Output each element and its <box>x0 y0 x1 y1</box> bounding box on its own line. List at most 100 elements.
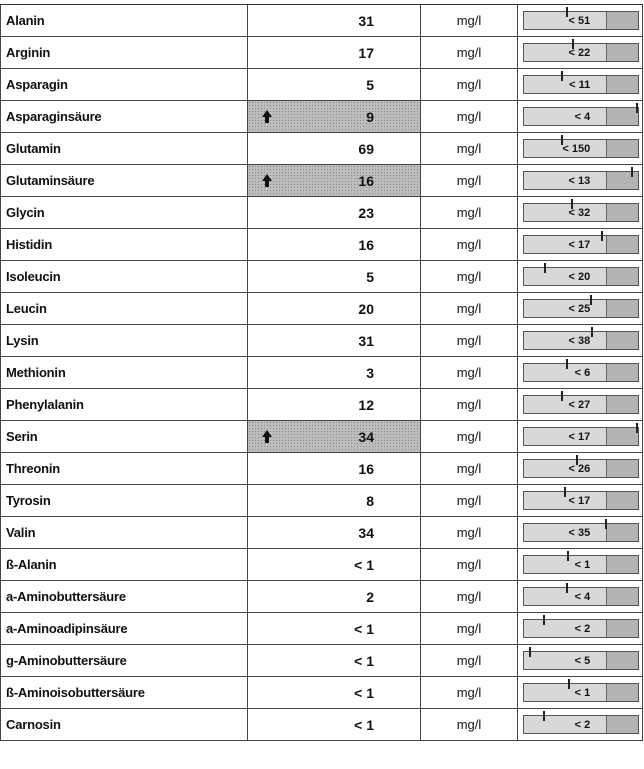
result-value: 31 <box>358 12 374 29</box>
reference-value: < 150 <box>562 142 591 155</box>
result-value: 23 <box>358 204 374 221</box>
reference-value: < 4 <box>574 110 591 123</box>
reference-range-normal: < 5 <box>524 652 608 669</box>
reference-bar: < 11 <box>523 71 639 94</box>
reference-bar-cell: < 2 <box>517 709 643 740</box>
reference-value: < 5 <box>574 654 591 667</box>
reference-bar: < 25 <box>523 295 639 318</box>
reference-value: < 2 <box>574 718 591 731</box>
table-row: Phenylalanin 12 mg/l < 27 <box>0 389 643 421</box>
result-value-cell: < 1 <box>247 549 420 580</box>
reference-bar-cell: < 6 <box>517 357 643 388</box>
reference-bar-cell: < 150 <box>517 133 643 164</box>
reference-range-normal: < 20 <box>524 268 608 285</box>
unit: mg/l <box>420 485 517 516</box>
reference-bar: < 17 <box>523 423 639 446</box>
analyte-name: Valin <box>0 517 247 548</box>
reference-bar-cell: < 17 <box>517 229 643 260</box>
reference-range-high <box>607 652 638 669</box>
table-row: Tyrosin 8 mg/l < 17 <box>0 485 643 517</box>
reference-range-high <box>607 524 638 541</box>
unit: mg/l <box>420 229 517 260</box>
reference-range-high <box>607 492 638 509</box>
result-value-cell: 2 <box>247 581 420 612</box>
unit: mg/l <box>420 261 517 292</box>
result-marker <box>543 615 546 625</box>
reference-bar-cell: < 51 <box>517 5 643 36</box>
result-value: < 1 <box>354 684 374 701</box>
reference-value: < 4 <box>574 590 591 603</box>
reference-range-normal: < 27 <box>524 396 608 413</box>
unit: mg/l <box>420 613 517 644</box>
reference-range-high <box>607 204 638 221</box>
reference-value: < 17 <box>568 430 591 443</box>
reference-bar-cell: < 22 <box>517 37 643 68</box>
result-value: 31 <box>358 332 374 349</box>
result-value-cell: 16 <box>247 229 420 260</box>
reference-range-normal: < 150 <box>524 140 608 157</box>
analyte-name: g-Aminobuttersäure <box>0 645 247 676</box>
reference-value: < 51 <box>568 14 591 27</box>
reference-bar-cell: < 5 <box>517 645 643 676</box>
reference-range-high <box>607 44 638 61</box>
reference-range-normal: < 6 <box>524 364 608 381</box>
table-row: Serin 34 mg/l < 17 <box>0 421 643 453</box>
analyte-name: a-Aminoadipinsäure <box>0 613 247 644</box>
reference-bar-cell: < 17 <box>517 421 643 452</box>
result-value-cell: 20 <box>247 293 420 324</box>
result-value: 16 <box>358 172 374 189</box>
result-marker <box>635 423 638 433</box>
reference-value: < 13 <box>568 174 591 187</box>
unit: mg/l <box>420 677 517 708</box>
result-value: 9 <box>366 108 374 125</box>
result-marker <box>568 679 571 689</box>
unit: mg/l <box>420 197 517 228</box>
reference-range-high <box>607 268 638 285</box>
analyte-name: Asparagin <box>0 69 247 100</box>
result-value-cell: 34 <box>247 421 420 452</box>
analyte-name: Glutaminsäure <box>0 165 247 196</box>
reference-bar: < 38 <box>523 327 639 350</box>
table-row: ß-Aminoisobuttersäure < 1 mg/l < 1 <box>0 677 643 709</box>
result-value: 2 <box>366 588 374 605</box>
reference-bar-cell: < 26 <box>517 453 643 484</box>
result-value: 20 <box>358 300 374 317</box>
table-row: g-Aminobuttersäure < 1 mg/l < 5 <box>0 645 643 677</box>
reference-value: < 22 <box>568 46 591 59</box>
reference-bar: < 51 <box>523 7 639 30</box>
reference-range-high <box>607 364 638 381</box>
reference-range-normal: < 22 <box>524 44 608 61</box>
reference-range-normal: < 2 <box>524 620 608 637</box>
reference-value: < 1 <box>574 558 591 571</box>
result-marker <box>563 487 566 497</box>
reference-range-normal: < 35 <box>524 524 608 541</box>
reference-bar-cell: < 4 <box>517 101 643 132</box>
reference-bar: < 2 <box>523 711 639 734</box>
reference-bar: < 13 <box>523 167 639 190</box>
result-value: 69 <box>358 140 374 157</box>
result-value-cell: < 1 <box>247 645 420 676</box>
reference-bar: < 5 <box>523 647 639 670</box>
reference-bar: < 35 <box>523 519 639 542</box>
analyte-name: Alanin <box>0 5 247 36</box>
reference-range-high <box>607 428 638 445</box>
reference-value: < 1 <box>574 686 591 699</box>
analyte-name: Arginin <box>0 37 247 68</box>
reference-value: < 35 <box>568 526 591 539</box>
result-marker <box>635 103 638 113</box>
reference-bar: < 17 <box>523 487 639 510</box>
reference-bar-cell: < 1 <box>517 549 643 580</box>
unit: mg/l <box>420 293 517 324</box>
table-row: Glutaminsäure 16 mg/l < 13 <box>0 165 643 197</box>
unit: mg/l <box>420 133 517 164</box>
unit: mg/l <box>420 325 517 356</box>
result-value: 17 <box>358 44 374 61</box>
analyte-name: Threonin <box>0 453 247 484</box>
reference-range-high <box>607 332 638 349</box>
unit: mg/l <box>420 101 517 132</box>
result-marker <box>565 359 568 369</box>
reference-range-high <box>607 172 638 189</box>
result-marker <box>561 135 564 145</box>
unit: mg/l <box>420 581 517 612</box>
result-marker <box>560 71 563 81</box>
